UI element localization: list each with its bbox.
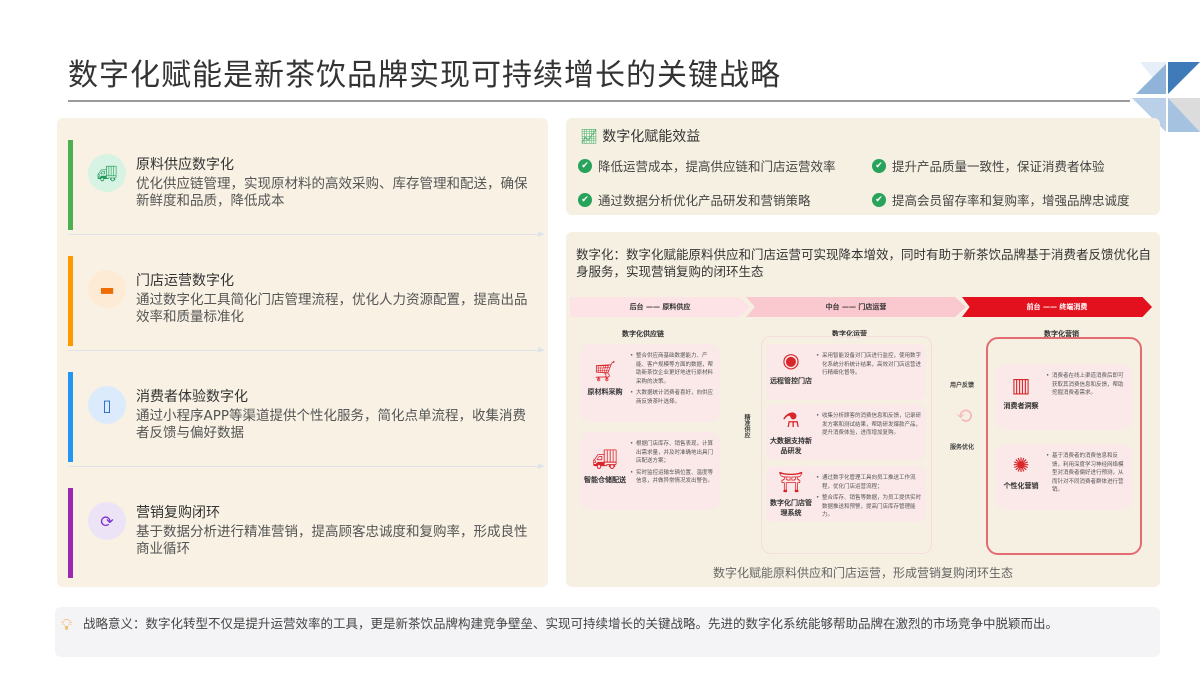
divider-arrow — [68, 463, 544, 469]
box-label: 原材料采购 — [587, 387, 623, 396]
digital-area-item: ▬ 门店运营数字化 通过数字化工具简化门店管理流程，优化人力资源配置，提高出品效… — [68, 256, 538, 346]
bullet: 收集分析顾客的消费信息和反馈，记录研发方案和测试结果，帮助研发爆款产品，提升消费… — [816, 412, 922, 438]
bullet: 整合供应商基础数据能力、产能、客户规模等方面的数据，帮助新茶饮企业更好地进行原材… — [630, 352, 716, 386]
bullet: 基于消费者的消费信息和反馈，利用深度学习神经网络模型对消费者偏好进行预测，从而针… — [1046, 452, 1128, 495]
ops-glyph-icon: ⛩︎ — [778, 470, 804, 494]
check-icon: ✔ — [872, 192, 886, 207]
store-icon: ▬ — [88, 270, 126, 308]
note-text: 数字化转型不仅是提升运营效率的工具，更是新茶饮品牌构建竞争壁垒、实现可持续增长的… — [145, 616, 1059, 631]
side-label: 用户反馈 — [950, 382, 975, 389]
benefits-card: 📈︎ 数字化赋能效益 ✔ 降低运营成本，提高供应链和门店运营效率 ✔ 提升产品质量一… — [566, 118, 1160, 215]
refresh-icon: ⟳ — [88, 502, 126, 540]
divider-arrow — [68, 231, 544, 237]
item-desc: 通过小程序APP等渠道提供个性化服务，简化点单流程，收集消费者反馈与偏好数据 — [136, 408, 527, 441]
check-icon: ✔ — [872, 158, 886, 173]
diagram-box: ⛩︎ 数字化门店管理系统 通过数字化管理工具向员工推送工作流程，优化门店运营流程… — [766, 466, 926, 522]
benefits-title: 📈︎ 数字化赋能效益 — [580, 126, 700, 146]
benefit-text: 通过数据分析优化产品研发和营销策略 — [598, 193, 811, 208]
benefit-text: 降低运营成本，提高供应链和门店运营效率 — [598, 159, 836, 174]
diagram-box: ◉ 远程管控门店 采用智能设备对门店进行监控，使用数字化系统分析统计结果，高效对… — [766, 344, 926, 400]
diagram-box: 🛒︎ 原材料采购 整合供应商基础数据能力、产能、客户规模等方面的数据，帮助新茶饮… — [580, 344, 720, 422]
line-chart-icon: 📈︎ — [580, 129, 598, 145]
box-label: 个性化营销 — [1003, 481, 1039, 490]
digital-areas-panel: 🚚︎ 原料供应数字化 优化供应链管理，实现原材料的高效采购、库存管理和配送，确保… — [57, 118, 548, 587]
side-label: 精准供应 — [743, 414, 750, 438]
supply-glyph-icon: 🚚︎ — [592, 447, 618, 471]
bullet: 消费者在线上渠道消费后即可获取其消费信息和反馈，帮助挖掘消费者需求。 — [1046, 372, 1128, 398]
supply-glyph-icon: 🛒︎ — [592, 359, 618, 383]
box-label: 智能仓储配送 — [584, 475, 626, 484]
digital-area-item: ▯ 消费者体验数字化 通过小程序APP等渠道提供个性化服务，简化点单流程，收集消… — [68, 372, 538, 462]
diagram-box: 🚚︎ 智能仓储配送 根据门店库存、销售表现，计算出需求量，并及时准确地出具门店配… — [580, 432, 720, 510]
box-label: 大数据支持新品研发 — [770, 436, 812, 455]
divider-arrow — [68, 347, 544, 353]
tablet-icon: ▯ — [88, 386, 126, 424]
marketing-glyph-icon: ▥ — [1011, 373, 1031, 397]
ops-glyph-icon: ◉ — [782, 348, 800, 372]
item-title: 营销复购闭环 — [136, 505, 220, 521]
page-title: 数字化赋能是新茶饮品牌实现可持续增长的关键战略 — [68, 58, 781, 93]
bullet: 大数据统计消费者喜好，向供应商反馈茶叶选择。 — [630, 389, 716, 406]
box-label: 消费者洞察 — [1003, 401, 1039, 410]
ecosystem-card: 数字化：数字化赋能原料供应和门店运营可实现降本增效，同时有助于新茶饮品牌基于消费… — [566, 232, 1160, 587]
accent-bar — [68, 140, 73, 230]
column-title-marketing: 数字化营销 — [1044, 329, 1079, 338]
note-label: 战略意义： — [83, 616, 146, 631]
cycle-arrows-icon: ⟲ — [955, 404, 974, 429]
diagram-box: ⚗︎ 大数据支持新品研发 收集分析顾客的消费信息和反馈，记录研发方案和测试结果，… — [766, 404, 926, 460]
ops-frame — [761, 336, 932, 554]
diagram-box: ▥ 消费者洞察 消费者在线上渠道消费后即可获取其消费信息和反馈，帮助挖掘消费者需… — [996, 364, 1132, 430]
ops-glyph-icon: ⚗︎ — [782, 408, 800, 432]
column-title-ops: 数字化运营 — [832, 329, 867, 338]
lightbulb-icon: 💡︎ — [61, 615, 73, 634]
bullet: 根据门店库存、销售表现，计算出需求量，并及时准确地出具门店配送方案； — [630, 440, 716, 466]
benefit-item: ✔ 通过数据分析优化产品研发和营销策略 — [578, 190, 811, 209]
digital-area-item: 🚚︎ 原料供应数字化 优化供应链管理，实现原材料的高效采购、库存管理和配送，确保… — [68, 140, 538, 230]
diagram-box: ✺ 个性化营销 基于消费者的消费信息和反馈，利用深度学习神经网络模型对消费者偏好… — [996, 444, 1132, 510]
marketing-glyph-icon: ✺ — [1012, 453, 1030, 477]
stage-backend: 后台 —— 原料供应 — [570, 297, 750, 317]
box-label: 远程管控门店 — [770, 376, 812, 385]
item-desc: 优化供应链管理，实现原材料的高效采购、库存管理和配送，确保新鲜度和品质，降低成本 — [136, 176, 528, 209]
ecosystem-summary: 数字化：数字化赋能原料供应和门店运营可实现降本增效，同时有助于新茶饮品牌基于消费… — [576, 247, 1152, 279]
box-label: 数字化门店管理系统 — [770, 498, 812, 517]
stage-frontend: 前台 —— 终端消费 — [962, 297, 1152, 317]
title-divider — [68, 100, 1130, 102]
benefit-item: ✔ 降低运营成本，提高供应链和门店运营效率 — [578, 156, 836, 175]
accent-bar — [68, 256, 73, 346]
item-title: 门店运营数字化 — [136, 273, 234, 289]
diagram-caption: 数字化赋能原料供应和门店运营，形成营销复购闭环生态 — [712, 566, 1013, 580]
item-title: 消费者体验数字化 — [136, 389, 248, 405]
bullet: 整合库存、销售等数据，为员工提供实时数据推送和预警，提高门店库存管理能力。 — [816, 494, 922, 520]
item-desc: 通过数字化工具简化门店管理流程，优化人力资源配置，提高出品效率和质量标准化 — [136, 292, 528, 325]
benefit-text: 提升产品质量一致性，保证消费者体验 — [892, 159, 1105, 174]
benefits-title-text: 数字化赋能效益 — [602, 129, 701, 145]
side-label: 服务优化 — [950, 444, 975, 451]
accent-bar — [68, 372, 73, 462]
benefit-item: ✔ 提升产品质量一致性，保证消费者体验 — [872, 156, 1105, 175]
benefit-item: ✔ 提高会员留存率和复购率，增强品牌忠诚度 — [872, 190, 1130, 209]
logo-icon — [1132, 62, 1200, 132]
item-desc: 基于数据分析进行精准营销，提高顾客忠诚度和复购率，形成良性商业循环 — [136, 524, 528, 557]
bullet: 通过数字化管理工具向员工推送工作流程，优化门店运营流程； — [816, 474, 922, 491]
accent-bar — [68, 488, 73, 578]
bullet: 采用智能设备对门店进行监控，使用数字化系统分析统计结果，高效对门店运营进行精细化… — [816, 352, 922, 378]
strategy-note: 💡︎ 战略意义：数字化转型不仅是提升运营效率的工具，更是新茶饮品牌构建竞争壁垒、… — [55, 607, 1160, 657]
bullet: 实时监控运输车辆位置、温度等信息，并做异常情况发出警告。 — [630, 469, 716, 486]
ecosystem-diagram: 后台 —— 原料供应 中台 —— 门店运营 前台 —— 终端消费 数字化供应链 … — [570, 294, 1156, 564]
column-title-supply: 数字化供应链 — [622, 329, 664, 338]
truck-icon: 🚚︎ — [88, 154, 126, 192]
stage-middle: 中台 —— 门店运营 — [746, 297, 966, 317]
check-icon: ✔ — [578, 192, 592, 207]
item-title: 原料供应数字化 — [136, 157, 234, 173]
marketing-frame — [986, 337, 1142, 555]
check-icon: ✔ — [578, 158, 592, 173]
digital-area-item: ⟳ 营销复购闭环 基于数据分析进行精准营销，提高顾客忠诚度和复购率，形成良性商业… — [68, 488, 538, 578]
benefit-text: 提高会员留存率和复购率，增强品牌忠诚度 — [892, 193, 1130, 208]
